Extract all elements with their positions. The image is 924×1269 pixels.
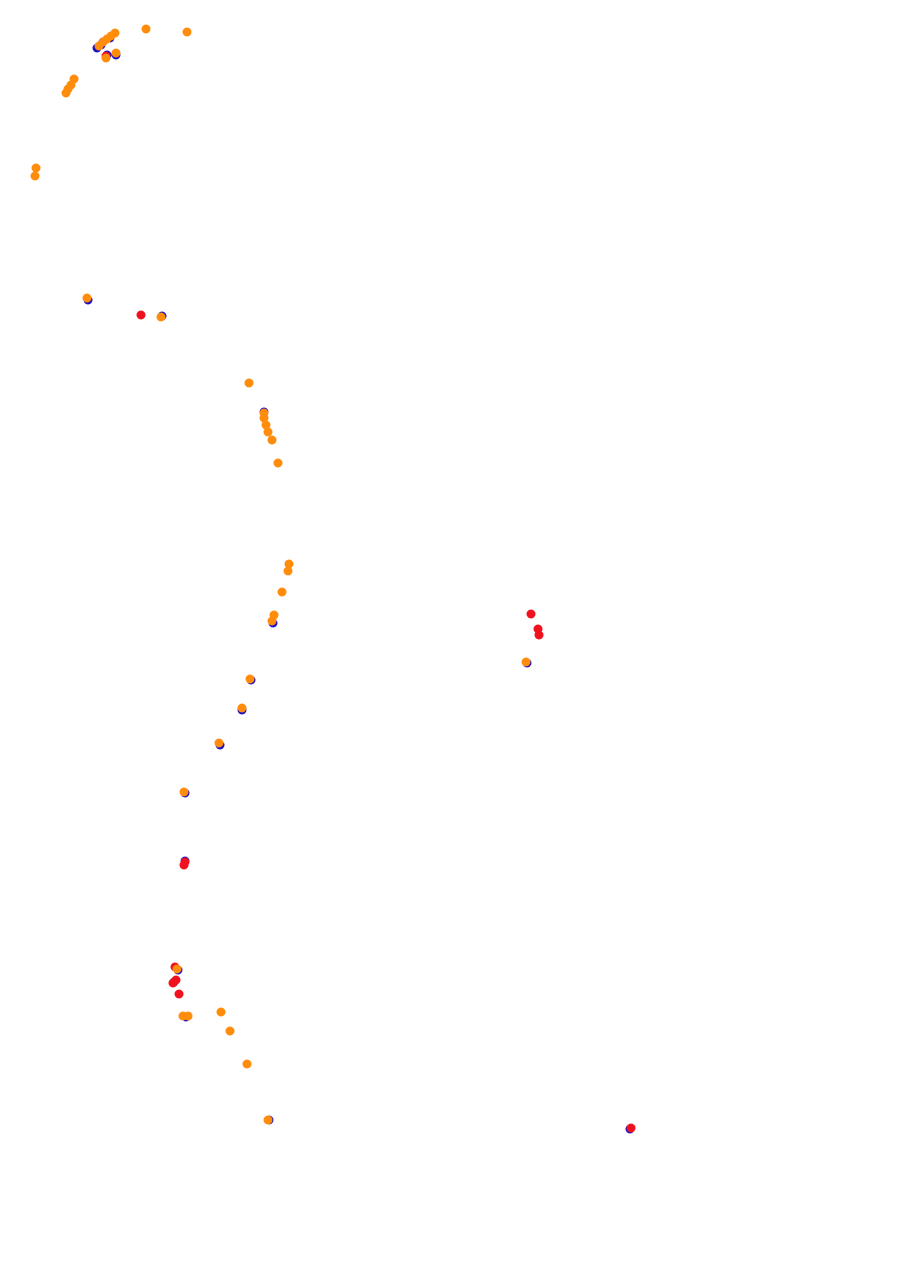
- scatter-point: [214, 738, 224, 748]
- scatter-point: [284, 559, 294, 569]
- scatter-point: [156, 312, 166, 322]
- scatter-point: [244, 378, 254, 388]
- scatter-point: [277, 587, 287, 597]
- scatter-point: [141, 24, 151, 34]
- scatter-point: [216, 1007, 226, 1017]
- scatter-point: [242, 1059, 252, 1069]
- scatter-point: [179, 787, 189, 797]
- scatter-point: [172, 964, 182, 974]
- scatter-point: [61, 88, 71, 98]
- scatter-point: [263, 1115, 273, 1125]
- scatter-point: [225, 1026, 235, 1036]
- scatter-point: [31, 163, 41, 173]
- scatter-point: [534, 630, 544, 640]
- scatter-point: [245, 674, 255, 684]
- scatter-point: [101, 53, 111, 63]
- scatter-point: [183, 1011, 193, 1021]
- scatter-point: [267, 616, 277, 626]
- scatter-point: [273, 458, 283, 468]
- scatter-point: [259, 413, 269, 423]
- scatter-point: [174, 989, 184, 999]
- scatter-point: [261, 420, 271, 430]
- scatter-point: [136, 310, 146, 320]
- scatter-point: [626, 1123, 636, 1133]
- scatter-point: [94, 41, 104, 51]
- scatter-point: [82, 293, 92, 303]
- scatter-point: [521, 657, 531, 667]
- scatter-point: [168, 978, 178, 988]
- scatter-point: [263, 427, 273, 437]
- scatter-point: [526, 609, 536, 619]
- scatter-point: [111, 48, 121, 58]
- scatter-point: [283, 566, 293, 576]
- scatter-point: [30, 171, 40, 181]
- scatter-point: [179, 860, 189, 870]
- scatter-point: [237, 703, 247, 713]
- scatter-point: [267, 435, 277, 445]
- scatter-point: [182, 27, 192, 37]
